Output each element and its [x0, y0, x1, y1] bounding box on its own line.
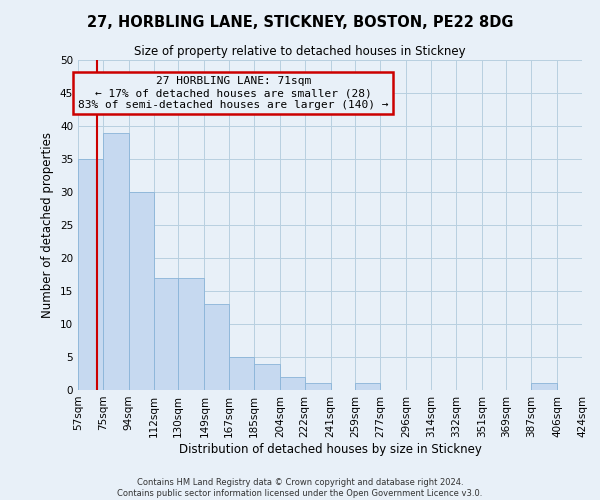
Text: 27, HORBLING LANE, STICKNEY, BOSTON, PE22 8DG: 27, HORBLING LANE, STICKNEY, BOSTON, PE2…: [87, 15, 513, 30]
Bar: [254, 364, 280, 390]
Bar: [178, 278, 205, 390]
Text: Contains HM Land Registry data © Crown copyright and database right 2024.
Contai: Contains HM Land Registry data © Crown c…: [118, 478, 482, 498]
Bar: [229, 357, 254, 390]
Bar: [78, 159, 103, 390]
Bar: [531, 384, 557, 390]
Bar: [103, 132, 129, 390]
Bar: [280, 377, 305, 390]
Bar: [305, 384, 331, 390]
Bar: [205, 304, 229, 390]
X-axis label: Distribution of detached houses by size in Stickney: Distribution of detached houses by size …: [179, 442, 481, 456]
Text: Size of property relative to detached houses in Stickney: Size of property relative to detached ho…: [134, 45, 466, 58]
Bar: [355, 384, 380, 390]
Y-axis label: Number of detached properties: Number of detached properties: [41, 132, 55, 318]
Bar: [129, 192, 154, 390]
Bar: [154, 278, 178, 390]
Text: 27 HORBLING LANE: 71sqm
← 17% of detached houses are smaller (28)
83% of semi-de: 27 HORBLING LANE: 71sqm ← 17% of detache…: [78, 76, 388, 110]
